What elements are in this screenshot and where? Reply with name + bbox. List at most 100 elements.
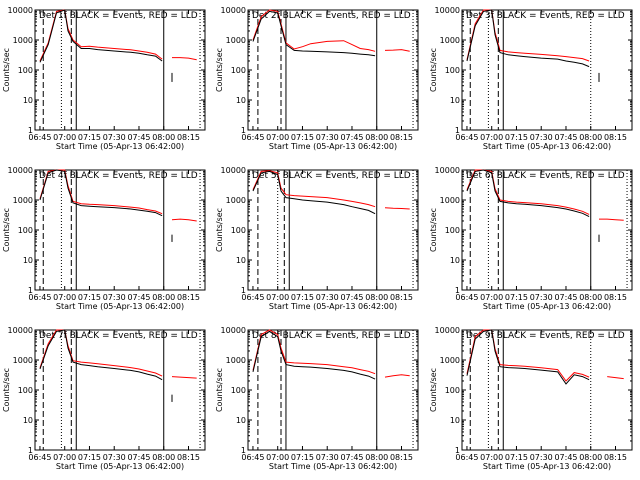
x-tick-label: 07:15: [78, 293, 101, 302]
x-tick-label: 06:45: [28, 293, 51, 302]
y-tick-label: 1: [455, 126, 460, 135]
panel-det-1: Det 1f BLACK = Events, RED = LLD 1 10 100 10…: [2, 6, 206, 151]
x-axis-label: Start Time (05-Apr-13 06:42:00): [269, 462, 397, 471]
y-tick-label: 1: [241, 286, 246, 295]
y-tick-label: 10: [450, 416, 460, 425]
panel-det-9: Det 9f BLACK = Events, RED = LLD 1 10 100 10…: [429, 326, 633, 471]
series-events-line: [466, 169, 590, 218]
y-axis-label: Counts/sec: [429, 368, 438, 412]
plot-frame: [461, 329, 633, 451]
x-tick-label: 07:00: [266, 293, 289, 302]
x-tick-label: 07:00: [53, 133, 76, 142]
x-tick-label: 08:00: [152, 133, 175, 142]
x-tick-label: 07:45: [127, 453, 150, 462]
series-lld-line: [171, 376, 197, 379]
panel-det-3: Det 3f BLACK = Events, RED = LLD 1 10 100 10…: [429, 6, 633, 151]
y-tick-label: 100: [445, 226, 460, 235]
x-tick-label: 06:45: [455, 453, 478, 462]
y-tick-label: 100: [231, 226, 246, 235]
x-tick-label: 07:15: [291, 293, 314, 302]
x-tick-label: 07:15: [78, 453, 101, 462]
y-tick-label: 1: [28, 446, 33, 455]
y-tick-label: 10000: [435, 326, 460, 335]
x-tick-label: 08:15: [604, 293, 627, 302]
y-tick-label: 1: [28, 126, 33, 135]
y-tick-label: 10000: [221, 166, 246, 175]
series-events-line: [466, 9, 590, 68]
x-axis-label: Start Time (05-Apr-13 06:42:00): [56, 462, 184, 471]
y-tick-label: 100: [445, 386, 460, 395]
x-tick-label: 08:15: [177, 453, 200, 462]
x-tick-label: 07:00: [266, 453, 289, 462]
x-tick-label: 07:15: [291, 133, 314, 142]
x-tick-label: 08:15: [604, 133, 627, 142]
x-tick-label: 06:45: [241, 453, 264, 462]
x-tick-label: 06:45: [28, 133, 51, 142]
y-tick-label: 1: [241, 126, 246, 135]
y-tick-label: 10000: [435, 6, 460, 15]
x-tick-label: 07:15: [505, 453, 528, 462]
panel-title: Det 9f BLACK = Events, RED = LLD: [466, 331, 625, 341]
y-axis-label: Counts/sec: [215, 208, 224, 252]
y-tick-label: 1000: [13, 196, 33, 205]
x-tick-label: 08:15: [177, 133, 200, 142]
plot-frame: [247, 169, 419, 291]
series-lld-line: [466, 9, 590, 62]
x-tick-label: 07:45: [340, 293, 363, 302]
x-axis-label: Start Time (05-Apr-13 06:42:00): [269, 142, 397, 151]
x-axis-label: Start Time (05-Apr-13 06:42:00): [483, 142, 611, 151]
x-tick-label: 07:00: [480, 133, 503, 142]
y-axis-label: Counts/sec: [2, 48, 11, 92]
y-tick-label: 1000: [440, 356, 460, 365]
x-tick-label: 06:45: [455, 293, 478, 302]
series-lld-line: [252, 170, 376, 208]
series-lld-line: [172, 57, 197, 61]
series-lld-line: [607, 376, 624, 380]
x-tick-label: 07:45: [554, 133, 577, 142]
y-axis-label: Counts/sec: [215, 368, 224, 412]
series-lld-line: [171, 218, 197, 222]
y-tick-label: 1: [455, 286, 460, 295]
x-tick-label: 08:00: [579, 293, 602, 302]
x-tick-label: 07:30: [103, 133, 126, 142]
x-tick-label: 08:15: [604, 453, 627, 462]
panel-title: Det 2f BLACK = Events, RED = LLD: [252, 11, 411, 21]
panel-det-2: Det 2f BLACK = Events, RED = LLD 1 10 100 10…: [215, 6, 419, 151]
x-axis-label: Start Time (05-Apr-13 06:42:00): [483, 302, 611, 311]
y-tick-label: 10000: [435, 166, 460, 175]
y-axis-label: Counts/sec: [215, 48, 224, 92]
x-tick-label: 07:45: [340, 453, 363, 462]
panel-title: Det 6f BLACK = Events, RED = LLD: [466, 171, 625, 181]
series-lld-line: [599, 218, 624, 221]
y-tick-label: 1000: [226, 356, 246, 365]
series-events-line: [252, 330, 376, 380]
plot-frame: [34, 169, 206, 291]
y-tick-label: 1: [455, 446, 460, 455]
y-tick-label: 10: [236, 416, 246, 425]
x-tick-label: 07:30: [316, 293, 339, 302]
x-tick-label: 06:45: [241, 293, 264, 302]
series-lld-line: [466, 329, 590, 382]
x-tick-label: 07:00: [53, 293, 76, 302]
x-tick-label: 06:45: [28, 453, 51, 462]
x-tick-label: 06:45: [241, 133, 264, 142]
x-tick-label: 08:15: [390, 293, 413, 302]
x-tick-label: 07:30: [316, 133, 339, 142]
panel-det-7: Det 7f BLACK = Events, RED = LLD 1 10 100 10…: [2, 326, 206, 471]
panel-title: Det 3f BLACK = Events, RED = LLD: [466, 11, 625, 21]
series-events-line: [252, 170, 376, 215]
x-tick-label: 07:30: [530, 133, 553, 142]
y-axis-label: Counts/sec: [429, 48, 438, 92]
y-tick-label: 10: [450, 96, 460, 105]
y-axis-label: Counts/sec: [2, 368, 11, 412]
x-axis-label: Start Time (05-Apr-13 06:42:00): [56, 302, 184, 311]
plot-frame: [461, 9, 633, 131]
y-tick-label: 10000: [8, 326, 33, 335]
x-tick-label: 07:15: [291, 453, 314, 462]
series-lld-line: [384, 49, 410, 52]
x-tick-label: 07:15: [505, 133, 528, 142]
series-events-line: [252, 10, 376, 57]
panel-det-4: Det 4f BLACK = Events, RED = LLD 1 10 100 10…: [2, 166, 206, 311]
y-tick-label: 1000: [13, 356, 33, 365]
